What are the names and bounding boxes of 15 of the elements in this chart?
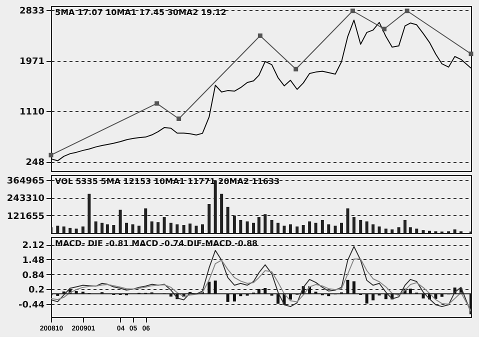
y-tick-label: 121655	[6, 212, 44, 222]
y-tick-label: 364965	[6, 176, 44, 187]
annotation: MACD- DIF -0.81 MACD -0.74 DIF-MACD -0.88	[55, 239, 258, 248]
annotation: VOL 5335 5MA 12153 10MA1 11771 20MA2 11633	[55, 177, 280, 186]
y-tick-label: 1110	[19, 108, 44, 118]
y-tick-label: 2.12	[22, 241, 44, 252]
y-tick-label: 1.48	[22, 256, 44, 266]
y-tick-label: 2833	[19, 6, 44, 16]
y-tick-label: 0.84	[22, 270, 44, 281]
y-tick-label: 243310	[6, 194, 44, 204]
y-tick-label: -0.44	[18, 300, 44, 311]
y-tick-label: 0.2	[28, 286, 44, 296]
y-tick-label: 1971	[19, 57, 44, 68]
y-tick-label: 248	[26, 158, 44, 168]
annotation: 5MA 17.07 10MA1 17.45 30MA2 19.12	[55, 8, 226, 17]
